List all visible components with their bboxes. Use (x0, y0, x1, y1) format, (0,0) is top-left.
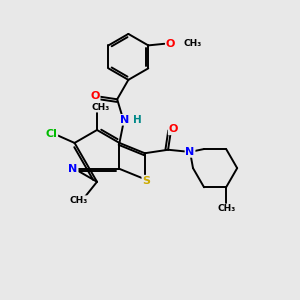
Text: S: S (142, 176, 150, 186)
Text: O: O (166, 39, 175, 49)
Text: O: O (169, 124, 178, 134)
Text: CH₃: CH₃ (184, 39, 202, 48)
Text: N: N (185, 147, 195, 157)
Text: N: N (120, 115, 129, 125)
Text: H: H (133, 115, 141, 125)
Text: CH₃: CH₃ (217, 204, 235, 213)
Text: CH₃: CH₃ (70, 196, 88, 205)
Text: N: N (68, 164, 78, 174)
Text: CH₃: CH₃ (92, 103, 110, 112)
Text: Cl: Cl (46, 129, 57, 139)
Text: O: O (90, 91, 100, 101)
